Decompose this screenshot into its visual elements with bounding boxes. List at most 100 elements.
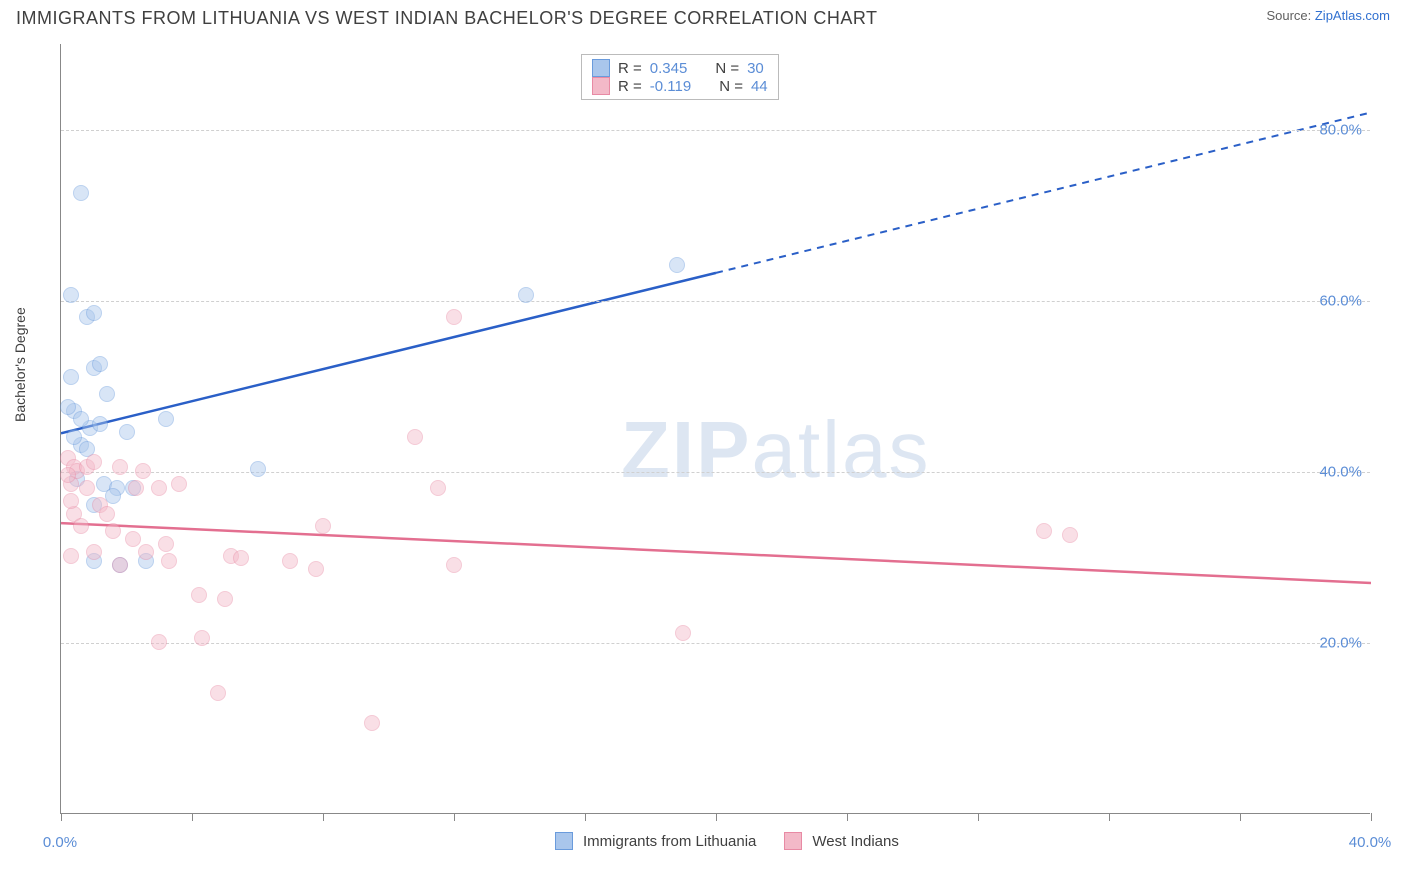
legend-swatch-lithuania bbox=[555, 832, 573, 850]
scatter-point-westindian bbox=[79, 480, 95, 496]
x-tick bbox=[1371, 813, 1372, 821]
scatter-point-westindian bbox=[158, 536, 174, 552]
scatter-point-lithuania bbox=[66, 429, 82, 445]
source-prefix: Source: bbox=[1266, 8, 1314, 23]
legend-n-label: N = bbox=[719, 78, 743, 95]
x-tick bbox=[1240, 813, 1241, 821]
trend-line-lithuania-solid bbox=[61, 273, 716, 433]
trend-line-lithuania-dashed bbox=[716, 112, 1371, 272]
gridline-h bbox=[61, 643, 1370, 644]
scatter-point-westindian bbox=[112, 557, 128, 573]
chart-title: IMMIGRANTS FROM LITHUANIA VS WEST INDIAN… bbox=[16, 8, 878, 29]
scatter-point-westindian bbox=[1062, 527, 1078, 543]
legend-r-value: 0.345 bbox=[650, 60, 688, 77]
scatter-point-westindian bbox=[86, 454, 102, 470]
scatter-point-lithuania bbox=[119, 424, 135, 440]
scatter-point-westindian bbox=[125, 531, 141, 547]
legend-swatch-westindian bbox=[784, 832, 802, 850]
x-tick bbox=[323, 813, 324, 821]
scatter-point-westindian bbox=[194, 630, 210, 646]
legend-swatch-lithuania bbox=[592, 59, 610, 77]
y-tick-label: 20.0% bbox=[1319, 634, 1362, 651]
scatter-point-lithuania bbox=[60, 399, 76, 415]
legend-top-row-lithuania: R = 0.345 N = 30 bbox=[592, 59, 768, 77]
scatter-point-westindian bbox=[407, 429, 423, 445]
watermark-rest: atlas bbox=[751, 405, 930, 494]
x-tick-label: 0.0% bbox=[43, 834, 77, 851]
scatter-point-lithuania bbox=[86, 305, 102, 321]
scatter-point-westindian bbox=[233, 550, 249, 566]
correlation-legend: R = 0.345 N = 30 R = -0.119 N = 44 bbox=[581, 54, 779, 100]
scatter-point-westindian bbox=[161, 553, 177, 569]
scatter-point-westindian bbox=[446, 557, 462, 573]
scatter-point-westindian bbox=[217, 591, 233, 607]
scatter-point-westindian bbox=[315, 518, 331, 534]
series-legend: Immigrants from Lithuania West Indians bbox=[555, 832, 899, 850]
scatter-point-westindian bbox=[112, 459, 128, 475]
legend-r-value: -0.119 bbox=[650, 78, 691, 95]
scatter-point-westindian bbox=[1036, 523, 1052, 539]
x-tick bbox=[585, 813, 586, 821]
scatter-point-lithuania bbox=[73, 411, 89, 427]
x-tick bbox=[61, 813, 62, 821]
chart-container: Bachelor's Degree ZIPatlas R = 0.345N = … bbox=[30, 44, 1390, 864]
scatter-point-lithuania bbox=[99, 386, 115, 402]
scatter-point-westindian bbox=[171, 476, 187, 492]
legend-top-row-westindian: R = -0.119 N = 44 bbox=[592, 77, 768, 95]
scatter-point-westindian bbox=[446, 309, 462, 325]
scatter-point-westindian bbox=[128, 480, 144, 496]
y-tick-label: 40.0% bbox=[1319, 463, 1362, 480]
legend-swatch-westindian bbox=[592, 77, 610, 95]
scatter-point-westindian bbox=[63, 548, 79, 564]
scatter-point-westindian bbox=[138, 544, 154, 560]
source-attribution: Source: ZipAtlas.com bbox=[1266, 8, 1390, 23]
scatter-point-westindian bbox=[191, 587, 207, 603]
scatter-point-westindian bbox=[308, 561, 324, 577]
x-tick bbox=[716, 813, 717, 821]
legend-r-label: R = bbox=[618, 78, 642, 95]
scatter-point-lithuania bbox=[92, 356, 108, 372]
plot-area: ZIPatlas R = 0.345 N = 30 R = -0.119 N = 44… bbox=[60, 44, 1370, 814]
scatter-point-westindian bbox=[151, 480, 167, 496]
scatter-point-westindian bbox=[675, 625, 691, 641]
scatter-point-westindian bbox=[151, 634, 167, 650]
scatter-point-westindian bbox=[210, 685, 226, 701]
watermark: ZIPatlas bbox=[621, 404, 930, 496]
scatter-point-westindian bbox=[63, 493, 79, 509]
y-axis-label: Bachelor's Degree bbox=[12, 307, 28, 422]
scatter-point-lithuania bbox=[518, 287, 534, 303]
scatter-point-westindian bbox=[73, 518, 89, 534]
scatter-point-lithuania bbox=[63, 369, 79, 385]
watermark-bold: ZIP bbox=[621, 405, 751, 494]
legend-n-label: N = bbox=[715, 60, 739, 77]
scatter-point-westindian bbox=[364, 715, 380, 731]
scatter-point-westindian bbox=[282, 553, 298, 569]
legend-bottom-item-lithuania: Immigrants from Lithuania bbox=[555, 832, 756, 850]
scatter-point-lithuania bbox=[158, 411, 174, 427]
legend-n-value: 44 bbox=[751, 78, 768, 95]
scatter-point-westindian bbox=[105, 523, 121, 539]
source-link[interactable]: ZipAtlas.com bbox=[1315, 8, 1390, 23]
legend-series-label: Immigrants from Lithuania bbox=[583, 833, 756, 850]
x-tick-label: 40.0% bbox=[1349, 834, 1392, 851]
scatter-point-lithuania bbox=[669, 257, 685, 273]
x-tick bbox=[192, 813, 193, 821]
legend-r-label: R = bbox=[618, 60, 642, 77]
x-tick bbox=[847, 813, 848, 821]
scatter-point-lithuania bbox=[63, 287, 79, 303]
trend-line-westindian bbox=[61, 523, 1371, 583]
trend-lines bbox=[61, 44, 1371, 814]
scatter-point-westindian bbox=[60, 467, 76, 483]
x-tick bbox=[454, 813, 455, 821]
scatter-point-westindian bbox=[99, 506, 115, 522]
gridline-h bbox=[61, 130, 1370, 131]
gridline-h bbox=[61, 301, 1370, 302]
x-tick bbox=[1109, 813, 1110, 821]
legend-series-label: West Indians bbox=[812, 833, 898, 850]
legend-n-value: 30 bbox=[747, 60, 764, 77]
scatter-point-westindian bbox=[135, 463, 151, 479]
scatter-point-lithuania bbox=[73, 185, 89, 201]
legend-bottom-item-westindian: West Indians bbox=[784, 832, 898, 850]
y-tick-label: 80.0% bbox=[1319, 121, 1362, 138]
scatter-point-lithuania bbox=[92, 416, 108, 432]
